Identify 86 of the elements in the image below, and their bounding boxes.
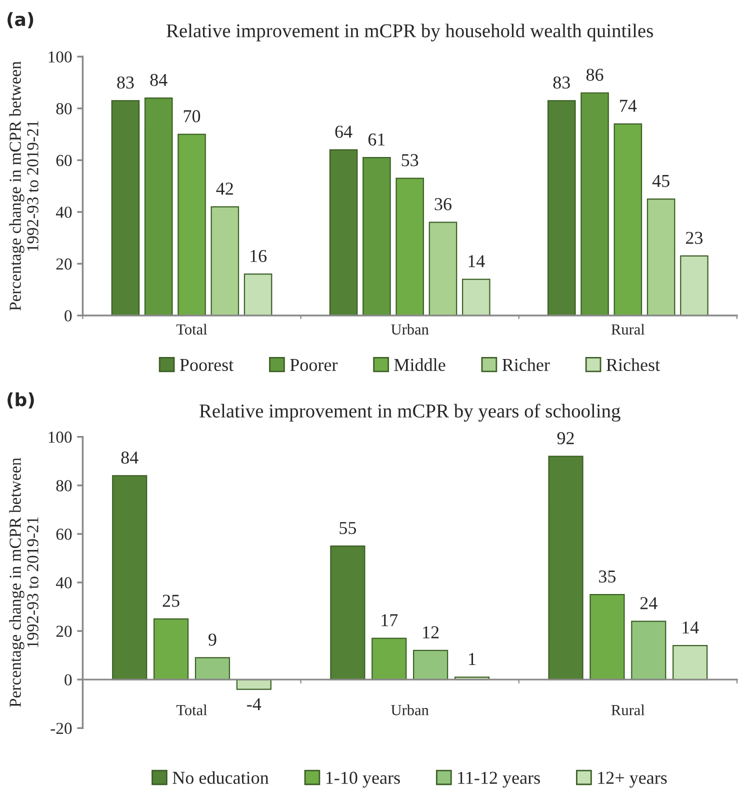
y-axis-title: Percentage change in mCPR between 1992-93 to 2019-21 xyxy=(9,458,38,707)
y-tick-label: 40 xyxy=(56,206,72,218)
y-axis-title: Percentage change in mCPR between 1992-93 to 2019-21 xyxy=(9,61,38,311)
bar xyxy=(462,278,490,316)
bar xyxy=(396,178,424,316)
data-label: -4 xyxy=(247,698,262,710)
data-label: 84 xyxy=(121,452,138,464)
text: (b) xyxy=(8,392,34,408)
bar xyxy=(362,157,391,316)
bar xyxy=(614,123,642,316)
data-label: 16 xyxy=(250,250,267,262)
data-label: 53 xyxy=(402,154,418,166)
y-tick-label: -20 xyxy=(50,722,72,734)
bar xyxy=(646,198,676,316)
chart-title: Relative improvement in mCPR by years of schooling xyxy=(200,404,620,422)
x-tick-label: Rural xyxy=(611,704,645,716)
data-label: 74 xyxy=(620,100,637,112)
legend-label: Middle xyxy=(394,358,446,372)
y-tick-label: 0 xyxy=(64,310,72,322)
bar xyxy=(244,274,272,316)
bar xyxy=(631,620,666,680)
legend-label: Richest xyxy=(606,358,660,372)
y-tick-label: 20 xyxy=(56,258,72,270)
x-tick-label: Urban xyxy=(391,324,429,335)
data-label: 25 xyxy=(162,594,180,607)
bar xyxy=(547,100,576,316)
bar xyxy=(680,255,708,316)
bar xyxy=(372,638,407,680)
data-label: 84 xyxy=(150,74,168,86)
bar xyxy=(428,222,458,316)
bar xyxy=(144,97,173,316)
bar xyxy=(112,475,148,680)
data-label: 35 xyxy=(599,570,616,583)
data-label: 86 xyxy=(586,68,604,81)
x-tick-label: Total xyxy=(176,324,208,335)
bar xyxy=(330,546,366,680)
bar xyxy=(329,149,358,316)
bar xyxy=(210,206,240,316)
legend-label: 1-10 years xyxy=(326,772,400,788)
data-label: 24 xyxy=(640,597,658,610)
bar xyxy=(178,134,206,316)
data-label: 23 xyxy=(686,232,703,244)
y-tick-label: 40 xyxy=(56,577,72,588)
legend-label: Poorer xyxy=(290,359,338,372)
bar xyxy=(580,92,609,316)
data-label: 83 xyxy=(117,76,134,89)
y-tick-label: 100 xyxy=(48,432,72,443)
data-label: 83 xyxy=(553,76,570,89)
x-tick-label: Urban xyxy=(391,704,429,716)
legend-label: No education xyxy=(172,771,269,784)
x-tick-label: Total xyxy=(176,704,208,716)
data-label: 17 xyxy=(382,614,398,626)
y-tick-label: 80 xyxy=(56,103,72,114)
legend-label: Poorest xyxy=(180,359,234,372)
legend-label: Richer xyxy=(502,358,550,372)
bar xyxy=(194,657,230,680)
text: (a) xyxy=(8,12,34,28)
bar xyxy=(548,456,584,680)
bar xyxy=(590,594,625,680)
data-label: 14 xyxy=(468,255,485,268)
bar xyxy=(154,618,189,680)
bar xyxy=(111,100,140,316)
data-label: 42 xyxy=(216,182,233,195)
x-tick-label: Rural xyxy=(611,324,645,335)
data-label: 64 xyxy=(335,126,352,138)
y-tick-label: 0 xyxy=(64,674,72,686)
data-label: 45 xyxy=(652,174,670,188)
bar xyxy=(672,645,708,680)
legend-label: 12+ years xyxy=(598,772,667,788)
data-label: 55 xyxy=(340,522,356,534)
y-tick-label: 80 xyxy=(56,480,72,492)
y-tick-label: 60 xyxy=(56,154,72,166)
bar xyxy=(413,650,448,680)
legend-label: 11-12 years xyxy=(458,772,540,788)
data-label: 70 xyxy=(184,110,200,122)
y-tick-label: 60 xyxy=(56,528,72,540)
data-label: 92 xyxy=(557,432,574,444)
data-label: 36 xyxy=(434,198,452,210)
data-label: 9 xyxy=(208,634,216,646)
chart-title: Relative improvement in mCPR by household wealth quintiles xyxy=(166,24,653,42)
data-label: 12 xyxy=(423,626,439,638)
data-label: 1 xyxy=(469,653,476,665)
y-tick-label: 100 xyxy=(48,51,72,63)
data-label: 14 xyxy=(682,621,699,634)
data-label: 61 xyxy=(368,133,385,146)
y-tick-label: 20 xyxy=(56,626,72,637)
